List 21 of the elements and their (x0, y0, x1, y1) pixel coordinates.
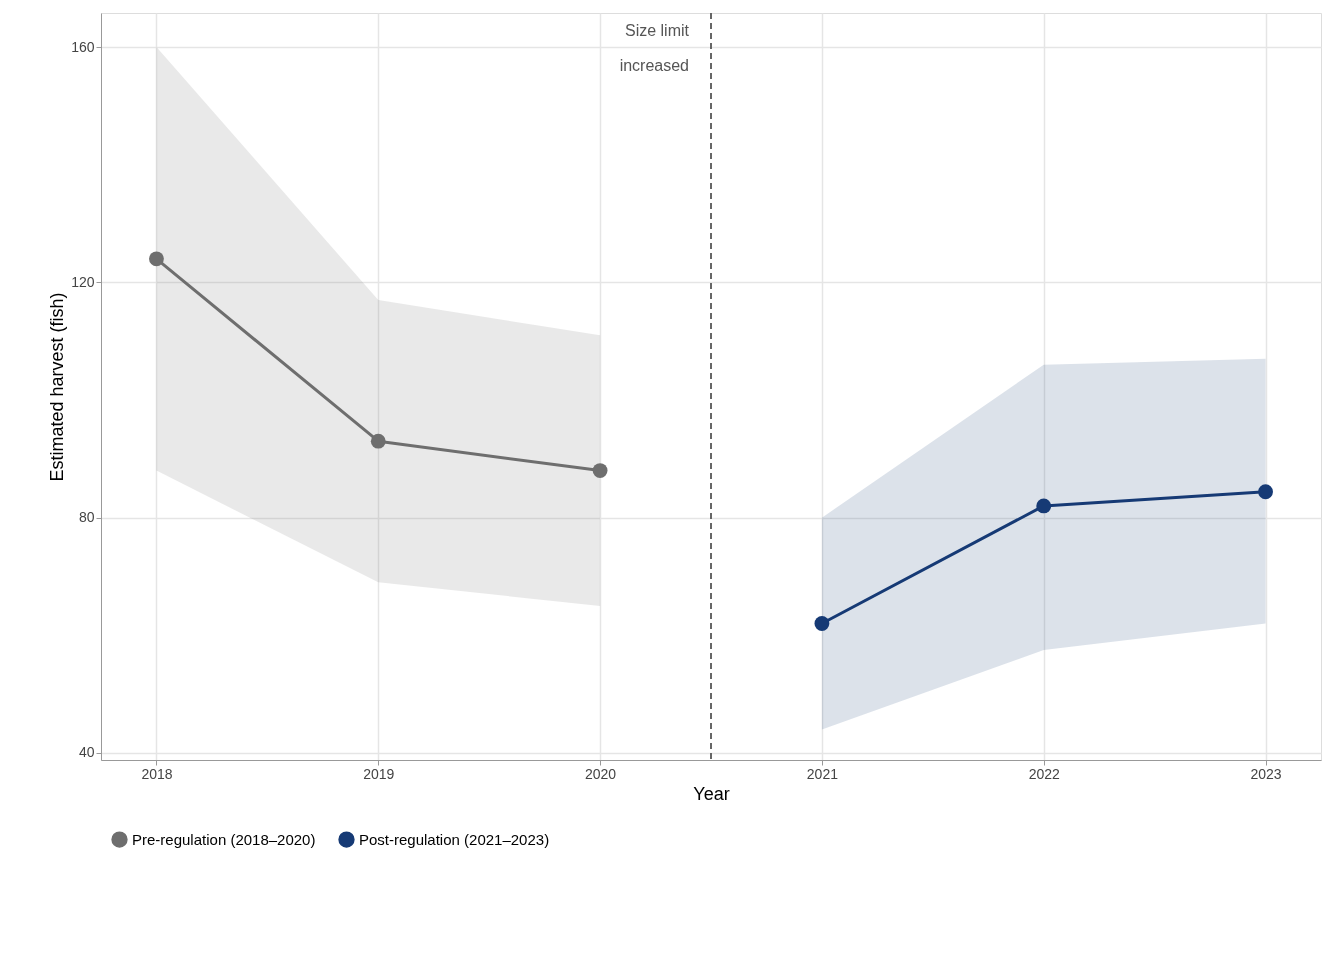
x-axis-title: Year (693, 783, 730, 804)
y-tick-label: 40 (78, 744, 95, 761)
legend-label: Pre-regulation (2018–2020) (132, 830, 316, 848)
y-tick-label: 80 (78, 509, 95, 526)
point (370, 433, 386, 449)
x-tick-label: 2021 (806, 765, 839, 782)
point (592, 463, 608, 479)
x-tick-label: 2019 (363, 765, 395, 782)
x-tick-label: 2018 (141, 765, 173, 782)
y-tick-label: 120 (71, 273, 95, 290)
x-tick-label: 2023 (1250, 765, 1282, 782)
x-tick-label: 2022 (1028, 765, 1061, 782)
y-tick-label: 160 (71, 38, 95, 55)
point (1258, 484, 1273, 500)
point (814, 616, 830, 631)
point (1036, 498, 1052, 514)
point (149, 251, 164, 267)
legend-label: Post-regulation (2021–2023) (359, 830, 550, 848)
x-tick-label: 2020 (585, 765, 617, 782)
y-axis-title: Estimated harvest (fish) (47, 292, 68, 482)
ref-line-label: Size limit increased (619, 22, 690, 74)
